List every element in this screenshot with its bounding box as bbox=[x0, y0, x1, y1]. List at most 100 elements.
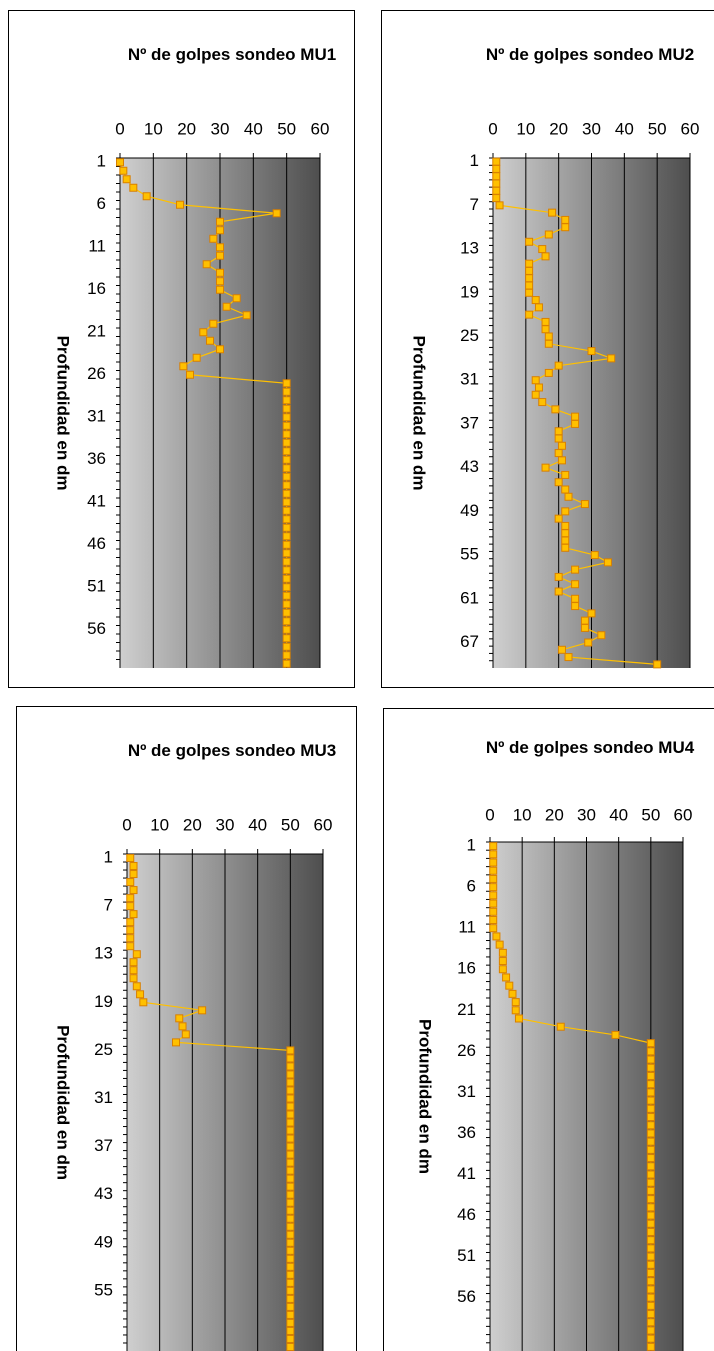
data-point bbox=[282, 421, 291, 430]
data-point bbox=[282, 617, 291, 626]
y-tick-label: 1 bbox=[467, 836, 476, 855]
data-point bbox=[209, 234, 218, 243]
data-point bbox=[282, 472, 291, 481]
data-point bbox=[286, 1078, 295, 1087]
data-point bbox=[126, 894, 135, 903]
x-tick-label: 0 bbox=[122, 815, 131, 834]
y-tick-label: 11 bbox=[88, 237, 106, 256]
data-point bbox=[282, 625, 291, 634]
data-point bbox=[531, 296, 540, 305]
data-point bbox=[282, 379, 291, 388]
x-tick-label: 50 bbox=[277, 119, 296, 138]
data-point bbox=[646, 1137, 655, 1146]
data-point bbox=[489, 866, 498, 875]
data-point bbox=[489, 850, 498, 859]
y-axis-label: Profundidad en dm bbox=[54, 336, 73, 491]
data-point bbox=[525, 281, 534, 290]
y-tick-label: 1 bbox=[104, 847, 113, 866]
data-point bbox=[286, 1070, 295, 1079]
data-point bbox=[646, 1080, 655, 1089]
x-tick-label: 10 bbox=[513, 805, 532, 824]
y-tick-label: 37 bbox=[94, 1136, 113, 1155]
data-point bbox=[286, 1086, 295, 1095]
data-point bbox=[571, 412, 580, 421]
data-point bbox=[286, 1190, 295, 1199]
data-point bbox=[587, 347, 596, 356]
data-point bbox=[571, 419, 580, 428]
data-point bbox=[129, 910, 138, 919]
y-axis-label: Profundidad en dm bbox=[416, 1019, 435, 1174]
y-tick-label: 56 bbox=[457, 1287, 476, 1306]
data-point bbox=[646, 1203, 655, 1212]
data-point bbox=[286, 1326, 295, 1335]
y-tick-label: 31 bbox=[94, 1088, 113, 1107]
data-point bbox=[571, 602, 580, 611]
data-line bbox=[495, 161, 658, 665]
data-point bbox=[646, 1310, 655, 1319]
data-point bbox=[129, 974, 138, 983]
data-point bbox=[551, 405, 560, 414]
y-tick-label: 51 bbox=[87, 577, 106, 596]
data-point bbox=[561, 543, 570, 552]
x-tick-label: 40 bbox=[248, 815, 267, 834]
data-point bbox=[646, 1178, 655, 1187]
y-tick-label: 16 bbox=[457, 959, 476, 978]
data-point bbox=[216, 285, 224, 294]
data-point bbox=[126, 878, 135, 887]
data-point bbox=[531, 390, 540, 399]
data-point bbox=[282, 659, 291, 668]
y-tick-label: 25 bbox=[94, 1040, 113, 1059]
y-tick-label: 25 bbox=[460, 326, 479, 345]
data-point bbox=[646, 1088, 655, 1097]
data-point bbox=[282, 574, 291, 583]
data-point bbox=[286, 1046, 295, 1055]
data-point bbox=[282, 549, 291, 558]
data-point bbox=[502, 973, 511, 982]
data-point bbox=[646, 1039, 655, 1048]
data-point bbox=[580, 500, 589, 509]
data-point bbox=[554, 427, 563, 436]
y-axis-label: Profundidad en dm bbox=[410, 336, 429, 491]
data-point bbox=[492, 179, 501, 188]
data-point bbox=[282, 464, 291, 473]
data-point bbox=[646, 1145, 655, 1154]
data-point bbox=[646, 1326, 655, 1335]
data-point bbox=[286, 1054, 295, 1063]
y-tick-label: 61 bbox=[460, 588, 479, 607]
y-tick-label: 43 bbox=[460, 457, 479, 476]
data-point bbox=[554, 572, 563, 581]
data-point bbox=[126, 902, 135, 911]
data-point bbox=[286, 1134, 295, 1143]
y-tick-label: 67 bbox=[460, 632, 479, 651]
data-point bbox=[242, 311, 251, 320]
data-point bbox=[489, 858, 498, 867]
y-tick-label: 6 bbox=[467, 877, 476, 896]
data-point bbox=[129, 886, 138, 895]
data-point bbox=[282, 608, 291, 617]
y-tick-label: 16 bbox=[87, 279, 106, 298]
y-tick-label: 13 bbox=[94, 944, 113, 963]
chart-panel: 0 10 20 30 40 50 60 1 7 13 19 25 31 37 43 49 55 Profundid… bbox=[16, 706, 357, 1351]
data-point bbox=[286, 1334, 295, 1343]
data-point bbox=[178, 1022, 187, 1031]
data-point bbox=[282, 557, 291, 566]
x-tick-label: 60 bbox=[314, 815, 333, 834]
data-point bbox=[282, 489, 291, 498]
data-point bbox=[286, 1118, 295, 1127]
data-point bbox=[646, 1269, 655, 1278]
data-point bbox=[554, 587, 563, 596]
y-tick-label: 21 bbox=[87, 322, 106, 341]
data-point bbox=[175, 1014, 184, 1023]
data-point bbox=[282, 387, 291, 396]
data-point bbox=[525, 310, 534, 319]
data-point bbox=[209, 319, 218, 328]
data-point bbox=[564, 653, 573, 662]
data-point bbox=[282, 404, 291, 413]
data-point bbox=[286, 1174, 295, 1183]
data-point bbox=[556, 1022, 565, 1031]
x-tick-label: 10 bbox=[144, 119, 163, 138]
y-tick-label: 6 bbox=[97, 194, 106, 213]
data-point bbox=[561, 223, 570, 232]
data-point bbox=[584, 638, 593, 647]
data-point bbox=[548, 208, 557, 217]
